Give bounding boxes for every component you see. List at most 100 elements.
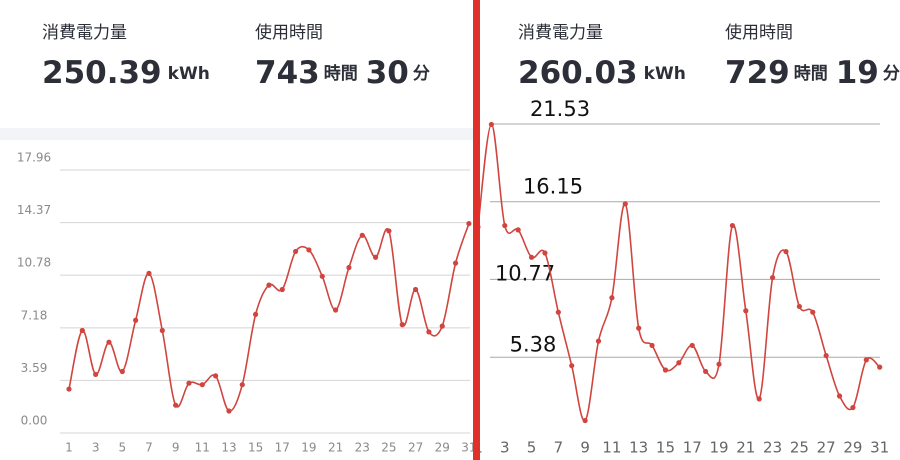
data-point xyxy=(426,329,432,335)
hours: 743 xyxy=(255,55,320,91)
x-tick-label: 9 xyxy=(580,439,590,457)
energy-label: 消費電力量 xyxy=(42,23,127,43)
data-point xyxy=(716,361,722,367)
y-tick-label: 14.37 xyxy=(17,203,51,217)
energy-label: 消費電力量 xyxy=(518,23,603,43)
x-tick-label: 5 xyxy=(527,439,537,457)
x-tick-label: 3 xyxy=(92,441,100,455)
x-tick-label: 23 xyxy=(763,439,782,457)
y-tick-label: 17.96 xyxy=(17,151,51,165)
x-tick-label: 7 xyxy=(554,439,564,457)
data-point xyxy=(609,295,615,301)
data-point xyxy=(810,309,816,315)
data-point xyxy=(253,311,259,317)
data-point xyxy=(502,222,508,229)
minutes: 19 xyxy=(836,55,879,91)
data-point xyxy=(836,393,843,399)
band xyxy=(0,128,476,140)
x-tick-label: 27 xyxy=(408,441,423,455)
hours-unit: 時間 xyxy=(794,63,828,84)
x-tick-label: 31 xyxy=(461,441,476,455)
x-tick-label: 17 xyxy=(683,439,702,457)
data-point xyxy=(823,352,829,359)
data-point xyxy=(863,357,869,363)
data-point xyxy=(399,322,405,328)
data-point xyxy=(452,260,459,266)
y-tick-label: 5.38 xyxy=(510,332,557,356)
time-value: 729 時間 19 分 xyxy=(725,55,900,91)
x-tick-label: 31 xyxy=(870,439,889,457)
x-tick-label: 7 xyxy=(145,441,153,455)
y-tick-label: 10.77 xyxy=(495,261,555,285)
data-point xyxy=(372,254,379,260)
x-tick-label: 19 xyxy=(301,441,316,455)
y-tick-label: 0.00 xyxy=(21,414,48,428)
x-tick-label: 25 xyxy=(381,441,396,455)
data-point xyxy=(346,264,352,271)
energy-value: 250.39 kWh xyxy=(42,55,210,91)
x-tick-label: 5 xyxy=(118,441,126,455)
data-point xyxy=(79,327,85,334)
data-point xyxy=(783,248,789,255)
energy-unit: kWh xyxy=(644,64,686,84)
data-point xyxy=(622,201,628,207)
energy-unit: kWh xyxy=(168,64,210,84)
x-tick-label: 21 xyxy=(736,439,755,457)
x-tick-label: 29 xyxy=(843,439,862,457)
data-point xyxy=(359,232,365,238)
x-tick-label: 23 xyxy=(355,441,370,455)
hours: 729 xyxy=(725,55,790,91)
data-point xyxy=(769,274,776,281)
data-point xyxy=(466,220,472,227)
energy-value: 260.03 kWh xyxy=(518,55,686,91)
y-tick-label: 10.78 xyxy=(17,256,51,270)
data-point xyxy=(293,248,299,255)
time-label: 使用時間 xyxy=(725,22,793,43)
hours-unit: 時間 xyxy=(324,63,358,84)
data-point xyxy=(729,222,736,229)
data-point xyxy=(333,307,339,313)
data-point xyxy=(186,380,192,386)
data-point xyxy=(515,227,521,233)
x-tick-label: 29 xyxy=(435,441,450,455)
data-point xyxy=(106,339,112,345)
data-point xyxy=(133,317,139,323)
data-point xyxy=(636,325,642,331)
x-tick-label: 11 xyxy=(195,441,210,455)
x-tick-label: 1 xyxy=(65,441,73,455)
data-point xyxy=(542,250,548,256)
data-point xyxy=(412,286,419,293)
minutes-unit: 分 xyxy=(883,64,900,84)
data-point xyxy=(555,309,561,315)
x-tick-label: 25 xyxy=(790,439,809,457)
data-point xyxy=(877,364,883,370)
energy-number: 250.39 xyxy=(42,55,162,91)
data-point xyxy=(213,373,219,379)
data-point xyxy=(173,402,179,408)
y-tick-label: 3.59 xyxy=(21,361,48,375)
data-point xyxy=(649,342,655,349)
data-point xyxy=(319,273,325,279)
data-point xyxy=(159,327,165,334)
x-tick-label: 9 xyxy=(172,441,180,455)
data-point xyxy=(266,282,272,288)
data-point xyxy=(386,228,392,234)
data-point xyxy=(743,308,749,314)
x-tick-label: 17 xyxy=(275,441,290,455)
data-point xyxy=(239,382,245,388)
data-point xyxy=(439,323,445,329)
divider xyxy=(473,0,480,460)
data-point xyxy=(689,342,695,349)
data-point xyxy=(306,247,312,253)
data-point xyxy=(756,396,762,402)
x-tick-label: 15 xyxy=(248,441,263,455)
data-point xyxy=(146,270,152,276)
data-point xyxy=(850,404,856,411)
x-tick-label: 21 xyxy=(328,441,343,455)
time-label: 使用時間 xyxy=(255,22,323,43)
data-line xyxy=(68,223,470,412)
x-tick-label: 13 xyxy=(629,439,648,457)
data-point xyxy=(703,368,709,375)
data-point xyxy=(488,121,494,128)
